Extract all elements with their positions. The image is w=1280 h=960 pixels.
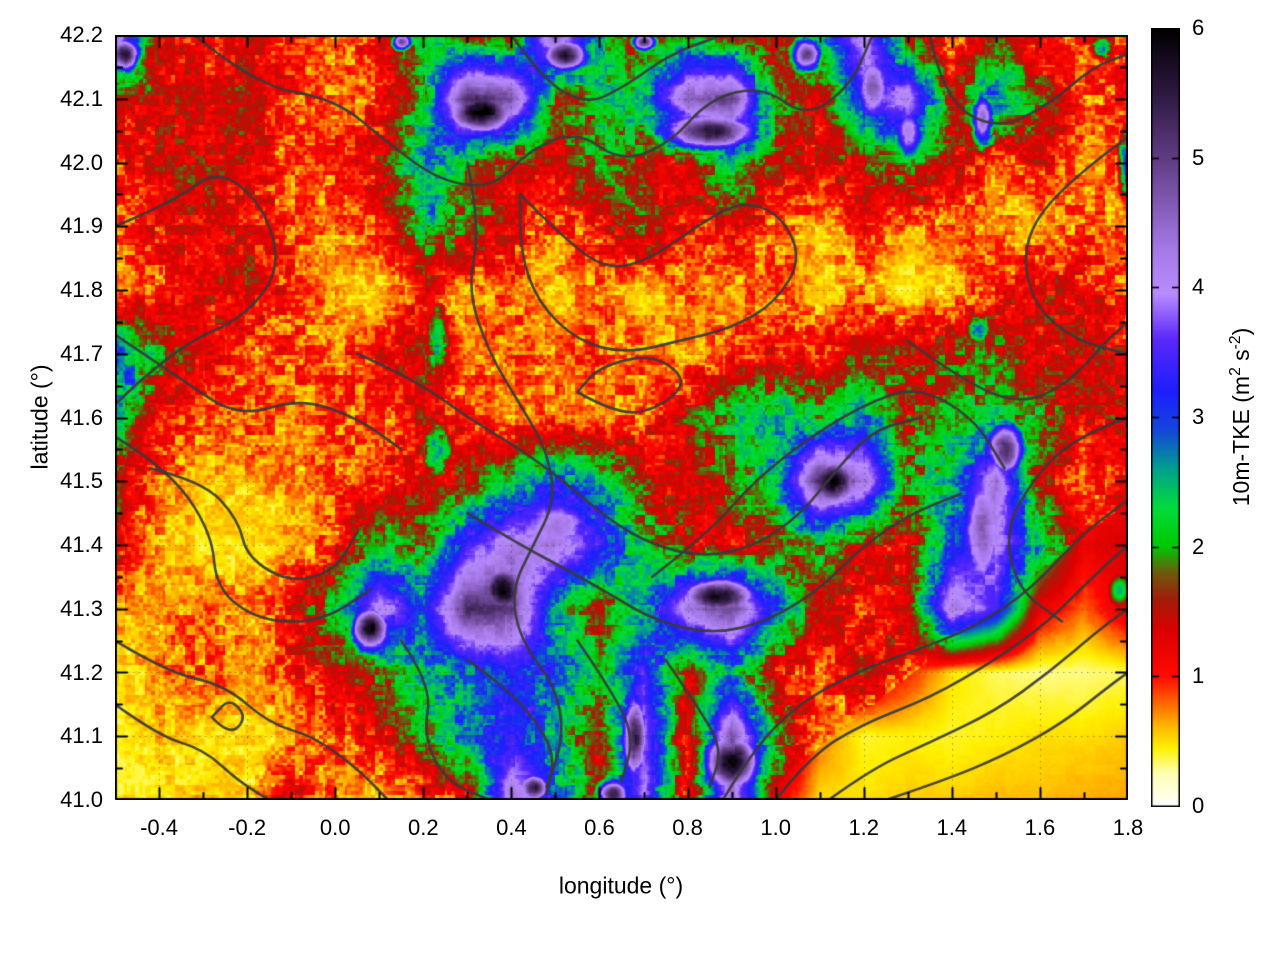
- x-tick-label: 1.0: [760, 815, 791, 840]
- x-tick-label: 0.6: [584, 815, 615, 840]
- x-tick-label: -0.2: [228, 815, 267, 840]
- colorbar-title-sup1: 2: [1227, 367, 1245, 376]
- tke-heatmap-canvas: [115, 35, 1128, 800]
- colorbar-tick-label: 5: [1192, 144, 1205, 170]
- x-axis-title: longitude (°): [558, 872, 684, 899]
- y-tick-label: 41.1: [60, 723, 103, 749]
- x-tick-label: -0.4: [140, 815, 178, 840]
- x-tick-label: 0.8: [672, 815, 703, 840]
- x-tick-label: 0.0: [319, 815, 351, 840]
- map-plot-area: [115, 35, 1128, 800]
- colorbar: [1151, 28, 1180, 807]
- colorbar-gradient-canvas: [1151, 28, 1180, 807]
- y-tick-label: 41.2: [60, 659, 103, 685]
- y-tick-label: 41.3: [60, 595, 103, 621]
- x-tick-label: 1.4: [936, 815, 968, 840]
- colorbar-title-post: ): [1227, 327, 1254, 336]
- y-tick-label: 41.8: [60, 277, 103, 302]
- y-tick-label: 41.6: [60, 404, 103, 430]
- x-tick-label: 1.6: [1024, 815, 1056, 840]
- y-tick-label: 42.2: [60, 22, 103, 47]
- y-tick-label: 41.7: [60, 340, 103, 366]
- x-tick-label: 0.4: [496, 815, 527, 840]
- y-tick-label: 41.5: [60, 468, 103, 494]
- colorbar-tick-label: 2: [1192, 533, 1205, 559]
- y-tick-label: 41.4: [60, 532, 103, 557]
- colorbar-tick-label: 1: [1192, 663, 1205, 689]
- colorbar-title: 10m-TKE (m2 s-2): [1227, 328, 1255, 507]
- x-tick-label: 1.2: [848, 815, 880, 840]
- y-tick-label: 41.9: [60, 213, 103, 239]
- y-tick-label: 42.0: [60, 149, 103, 175]
- colorbar-title-sup2: -2: [1227, 335, 1245, 350]
- colorbar-title-mid: s: [1227, 349, 1254, 368]
- y-axis-title: latitude (°): [26, 364, 53, 470]
- x-tick-label: 0.2: [408, 815, 439, 840]
- y-tick-label: 42.1: [60, 85, 103, 111]
- colorbar-tick-label: 6: [1192, 15, 1205, 40]
- y-tick-label: 41.0: [60, 787, 103, 812]
- colorbar-tick-label: 3: [1192, 404, 1205, 429]
- colorbar-title-text: 10m-TKE (m: [1227, 375, 1254, 507]
- x-tick-label: 1.8: [1112, 815, 1144, 840]
- colorbar-tick-label: 0: [1192, 793, 1205, 818]
- colorbar-tick-label: 4: [1192, 274, 1205, 300]
